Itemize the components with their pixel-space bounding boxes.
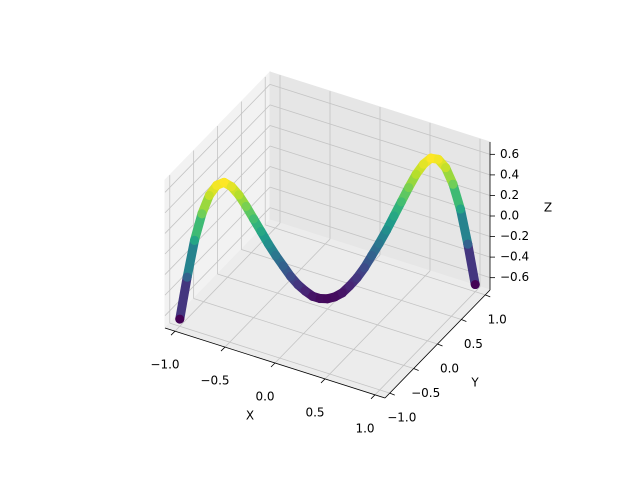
point [463, 239, 473, 249]
point [249, 214, 259, 224]
point [448, 179, 458, 189]
point [219, 177, 229, 187]
grid-line [269, 104, 491, 176]
point [404, 182, 414, 192]
x-axis-line [164, 327, 386, 399]
x-tick-label: 1.0 [355, 421, 374, 435]
tick-mark [220, 346, 226, 352]
grid-line [164, 145, 271, 255]
grid-line [217, 273, 438, 345]
point [396, 197, 406, 207]
point [382, 225, 392, 235]
grid-line [164, 125, 271, 234]
z-tick-label: 0.0 [500, 209, 519, 223]
point [278, 261, 288, 271]
y-axis-line [384, 289, 491, 399]
tick-mark [370, 394, 376, 400]
point [286, 271, 296, 281]
curve-segment [463, 239, 480, 290]
point [330, 292, 340, 302]
point [175, 314, 185, 324]
z-tick-label: 0.6 [500, 147, 519, 161]
z-tick-label: −0.4 [500, 250, 529, 264]
point [212, 180, 222, 190]
x-tick-label: −0.5 [200, 374, 229, 388]
grid-line [269, 83, 491, 155]
point [226, 182, 236, 192]
point [293, 280, 303, 290]
grid-line [269, 145, 491, 217]
y-tick-label: 1.0 [488, 312, 507, 326]
point [204, 190, 214, 200]
point [241, 201, 251, 211]
curve-segment [175, 272, 192, 324]
point [256, 226, 266, 236]
curve-segment [190, 209, 207, 245]
grid-line [169, 322, 390, 394]
grid-line [265, 224, 486, 296]
y-tick-label: −1.0 [387, 411, 416, 425]
z-tick-label: −0.2 [500, 229, 529, 243]
grid-line [164, 84, 271, 193]
point [352, 273, 362, 283]
point [337, 288, 347, 298]
point [323, 294, 332, 304]
point [234, 190, 244, 200]
y-tick-label: 0.0 [440, 362, 459, 376]
z-axis-label: Z [544, 201, 552, 215]
z-tick-label: −0.6 [500, 270, 529, 284]
point [411, 169, 421, 179]
point [367, 251, 377, 261]
x-tick-label: 0.5 [305, 405, 324, 419]
tick-mark [320, 378, 326, 384]
curve-segment [182, 235, 200, 282]
curve-segment [455, 204, 473, 249]
tick-mark [389, 392, 395, 396]
point [455, 204, 465, 214]
z-tick-label: 0.2 [500, 188, 519, 202]
grid-line [269, 186, 491, 258]
grid-line [269, 166, 491, 237]
point [359, 263, 369, 273]
point [433, 154, 443, 164]
point [300, 286, 310, 296]
point [441, 163, 451, 173]
point [263, 239, 273, 249]
x-tick-label: 0.0 [255, 390, 274, 404]
point [197, 209, 207, 219]
grid-line [164, 186, 271, 296]
point [308, 291, 318, 301]
z-tick-label: 0.4 [500, 167, 519, 181]
marks [175, 153, 480, 324]
point [190, 235, 200, 245]
x-tick-label: −1.0 [150, 358, 179, 372]
point [315, 294, 325, 304]
point [470, 280, 480, 290]
tick-mark [413, 368, 419, 371]
point [345, 281, 355, 291]
y-tick-label: 0.5 [464, 337, 483, 351]
point [271, 250, 281, 260]
point [389, 211, 399, 221]
point [419, 159, 429, 169]
tick-mark [485, 294, 491, 298]
x-axis-label: X [246, 409, 254, 423]
tick-mark [170, 330, 176, 336]
grid-line [164, 166, 271, 275]
tick-mark [270, 362, 276, 368]
tick-mark [461, 319, 467, 322]
point [374, 238, 384, 248]
point [426, 153, 436, 163]
tick-mark [437, 343, 443, 347]
panes [164, 70, 491, 399]
axes: −1.0−0.50.00.51.0−1.0−0.50.00.51.0−0.6−0… [150, 142, 529, 435]
y-axis-label: Y [470, 376, 479, 390]
grid-line [193, 298, 414, 369]
y-tick-label: −0.5 [411, 386, 440, 400]
grid-line [164, 104, 271, 214]
point [182, 272, 192, 282]
